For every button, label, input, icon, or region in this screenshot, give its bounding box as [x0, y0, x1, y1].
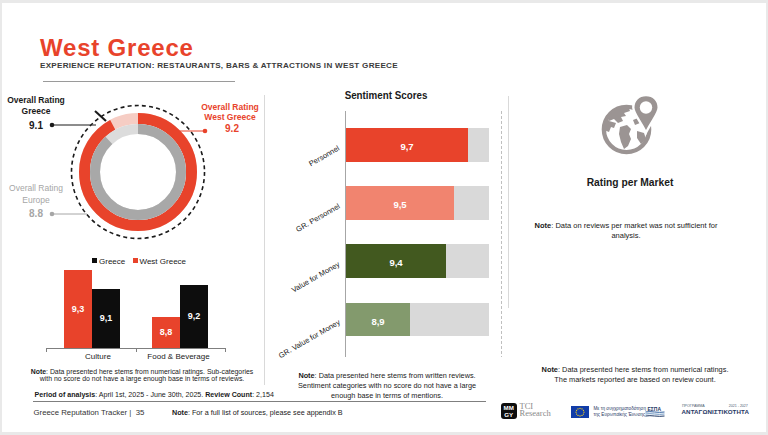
svg-text:ΕΣΠΑ: ΕΣΠΑ	[647, 406, 661, 412]
